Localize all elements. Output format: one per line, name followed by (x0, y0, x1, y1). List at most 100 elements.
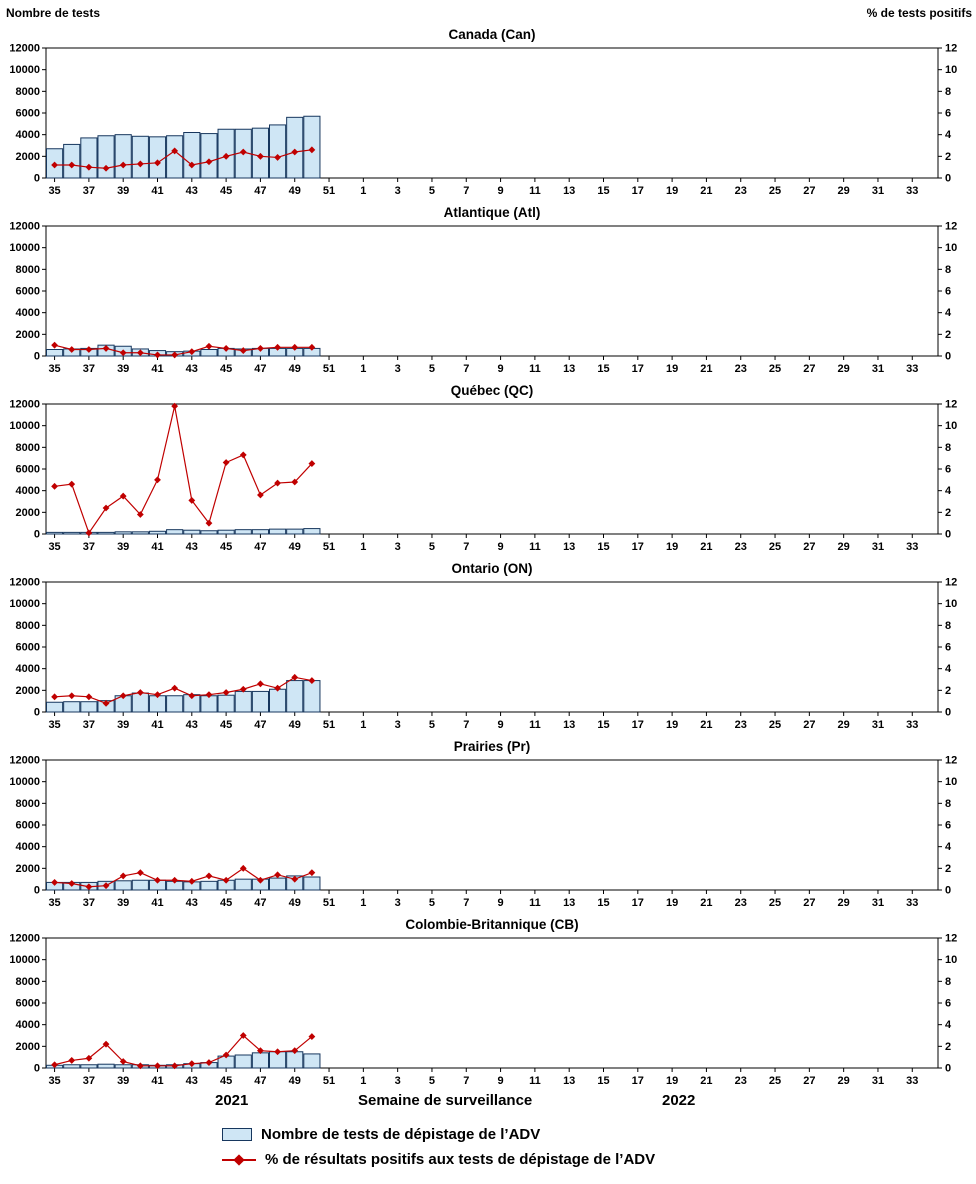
x-tick-label: 5 (429, 897, 435, 909)
test-count-bar (200, 133, 218, 179)
x-tick-label: 19 (666, 185, 678, 197)
test-count-bar (80, 1064, 98, 1069)
right-tick-label: 8 (945, 86, 951, 98)
x-tick-label: 21 (700, 185, 712, 197)
x-tick-label: 31 (872, 719, 884, 731)
x-tick-label: 3 (395, 719, 401, 731)
x-tick-label: 7 (463, 363, 469, 375)
x-tick-label: 1 (360, 897, 366, 909)
pct-positive-marker (171, 147, 179, 155)
left-tick-label: 6000 (16, 820, 40, 832)
x-tick-label: 29 (838, 185, 850, 197)
x-tick-label: 29 (838, 897, 850, 909)
pct-positive-marker (205, 519, 213, 527)
x-tick-label: 27 (803, 363, 815, 375)
test-count-bar (303, 876, 321, 891)
left-tick-label: 8000 (16, 620, 40, 632)
line-diamond-swatch-icon (222, 1153, 256, 1166)
left-tick-label: 0 (34, 885, 40, 897)
test-count-bar (80, 137, 98, 179)
pct-positive-marker (291, 478, 299, 486)
x-tick-label: 41 (151, 541, 163, 553)
panel-title: Atlantique (Atl) (444, 205, 541, 220)
right-tick-label: 4 (945, 485, 952, 497)
x-tick-label: 49 (289, 897, 301, 909)
x-tick-label: 3 (395, 363, 401, 375)
year-2021-label: 2021 (215, 1092, 249, 1109)
left-tick-label: 2000 (16, 329, 40, 341)
left-tick-label: 4000 (16, 307, 40, 319)
pct-positive-marker (51, 879, 58, 886)
x-tick-label: 23 (735, 719, 747, 731)
x-tick-label: 7 (463, 897, 469, 909)
pct-positive-marker (222, 876, 230, 884)
pct-positive-marker (222, 1051, 230, 1059)
x-tick-label: 23 (735, 897, 747, 909)
test-count-bar (63, 143, 81, 179)
legend-label-pct: % de résultats positifs aux tests de dép… (265, 1151, 656, 1168)
x-tick-label: 43 (186, 1075, 198, 1087)
left-tick-label: 0 (34, 173, 40, 185)
right-tick-label: 2 (945, 685, 951, 697)
right-tick-label: 4 (945, 663, 952, 675)
pct-positive-marker (274, 871, 281, 879)
test-count-bar (286, 528, 304, 535)
plot-area (45, 403, 939, 535)
x-tick-label: 29 (838, 541, 850, 553)
test-count-bar (269, 877, 287, 891)
pct-positive-marker (119, 872, 127, 880)
x-tick-label: 49 (289, 541, 301, 553)
right-tick-label: 0 (945, 707, 951, 719)
pct-positive-marker (51, 161, 58, 169)
x-tick-label: 27 (803, 185, 815, 197)
x-tick-label: 21 (700, 363, 712, 375)
x-tick-label: 49 (289, 1075, 301, 1087)
x-axis-title: Semaine de surveillance (358, 1092, 533, 1109)
x-tick-label: 1 (360, 719, 366, 731)
pct-positive-marker (188, 348, 196, 356)
x-tick-label: 9 (498, 1075, 504, 1087)
x-tick-label: 17 (632, 719, 644, 731)
test-count-bar (80, 701, 98, 713)
pct-positive-marker (308, 343, 316, 351)
left-tick-label: 6000 (16, 108, 40, 120)
x-tick-label: 37 (83, 363, 95, 375)
pct-positive-marker (205, 691, 213, 699)
pct-positive-marker (171, 351, 179, 359)
pct-positive-marker (308, 869, 316, 877)
legend-item-pct: % de résultats positifs aux tests de dép… (222, 1151, 976, 1168)
x-tick-label: 3 (395, 185, 401, 197)
pct-positive-marker (171, 876, 179, 884)
right-tick-label: 6 (945, 820, 951, 832)
pct-positive-marker (154, 876, 161, 884)
x-tick-label: 39 (117, 185, 129, 197)
test-count-bar (251, 690, 270, 713)
x-axis-footer: 2021 Semaine de surveillance 2022 (0, 1090, 976, 1118)
test-count-bar (97, 135, 115, 179)
test-count-bar (166, 529, 184, 535)
x-tick-label: 9 (498, 185, 504, 197)
left-tick-label: 6000 (16, 642, 40, 654)
x-tick-label: 29 (838, 363, 850, 375)
pct-positive-marker (188, 497, 196, 504)
test-count-bar (303, 528, 321, 535)
chart-svg: Colombie-Britannique (CB)020004000600080… (9, 917, 957, 1087)
test-count-bar (200, 349, 218, 357)
left-tick-label: 4000 (16, 1019, 40, 1031)
x-tick-label: 21 (700, 897, 712, 909)
test-count-bar (63, 701, 81, 713)
left-tick-label: 2000 (16, 1041, 40, 1053)
x-tick-label: 27 (803, 541, 815, 553)
x-tick-label: 31 (872, 185, 884, 197)
x-tick-label: 9 (498, 897, 504, 909)
x-tick-label: 23 (735, 1075, 747, 1087)
right-tick-label: 12 (945, 755, 957, 767)
pct-positive-marker (274, 154, 281, 161)
x-tick-label: 5 (429, 363, 435, 375)
x-tick-label: 15 (597, 897, 609, 909)
right-tick-label: 0 (945, 529, 951, 541)
x-tick-label: 27 (803, 897, 815, 909)
x-tick-label: 39 (117, 1075, 129, 1087)
x-tick-label: 11 (529, 1075, 541, 1087)
right-tick-label: 8 (945, 798, 951, 810)
